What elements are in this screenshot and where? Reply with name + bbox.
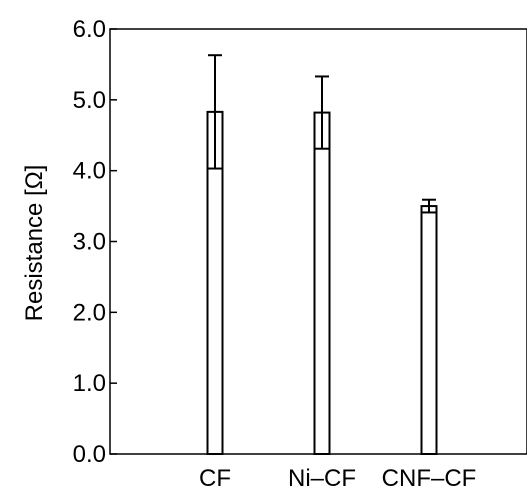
bar [420, 205, 438, 455]
bar [313, 111, 331, 455]
y-axis-title: Resistance [Ω] [21, 165, 48, 322]
y-tick-label: 4.0 [73, 158, 106, 185]
x-category-label: Ni–CF [288, 465, 356, 492]
y-tick-label: 1.0 [73, 370, 106, 397]
y-tick-label: 2.0 [73, 299, 106, 326]
y-tick-label: 5.0 [73, 87, 106, 114]
y-axis: 0.0 1.0 2.0 3.0 4.0 5.0 6.0 [73, 16, 117, 468]
x-category-label: CNF–CF [382, 465, 477, 492]
y-tick-label: 6.0 [73, 16, 106, 43]
x-category-label: CF [199, 465, 231, 492]
x-axis: CF Ni–CF CNF–CF [199, 465, 476, 492]
bar-series [206, 54, 438, 455]
y-tick-label: 3.0 [73, 229, 106, 256]
y-tick-label: 0.0 [73, 441, 106, 468]
